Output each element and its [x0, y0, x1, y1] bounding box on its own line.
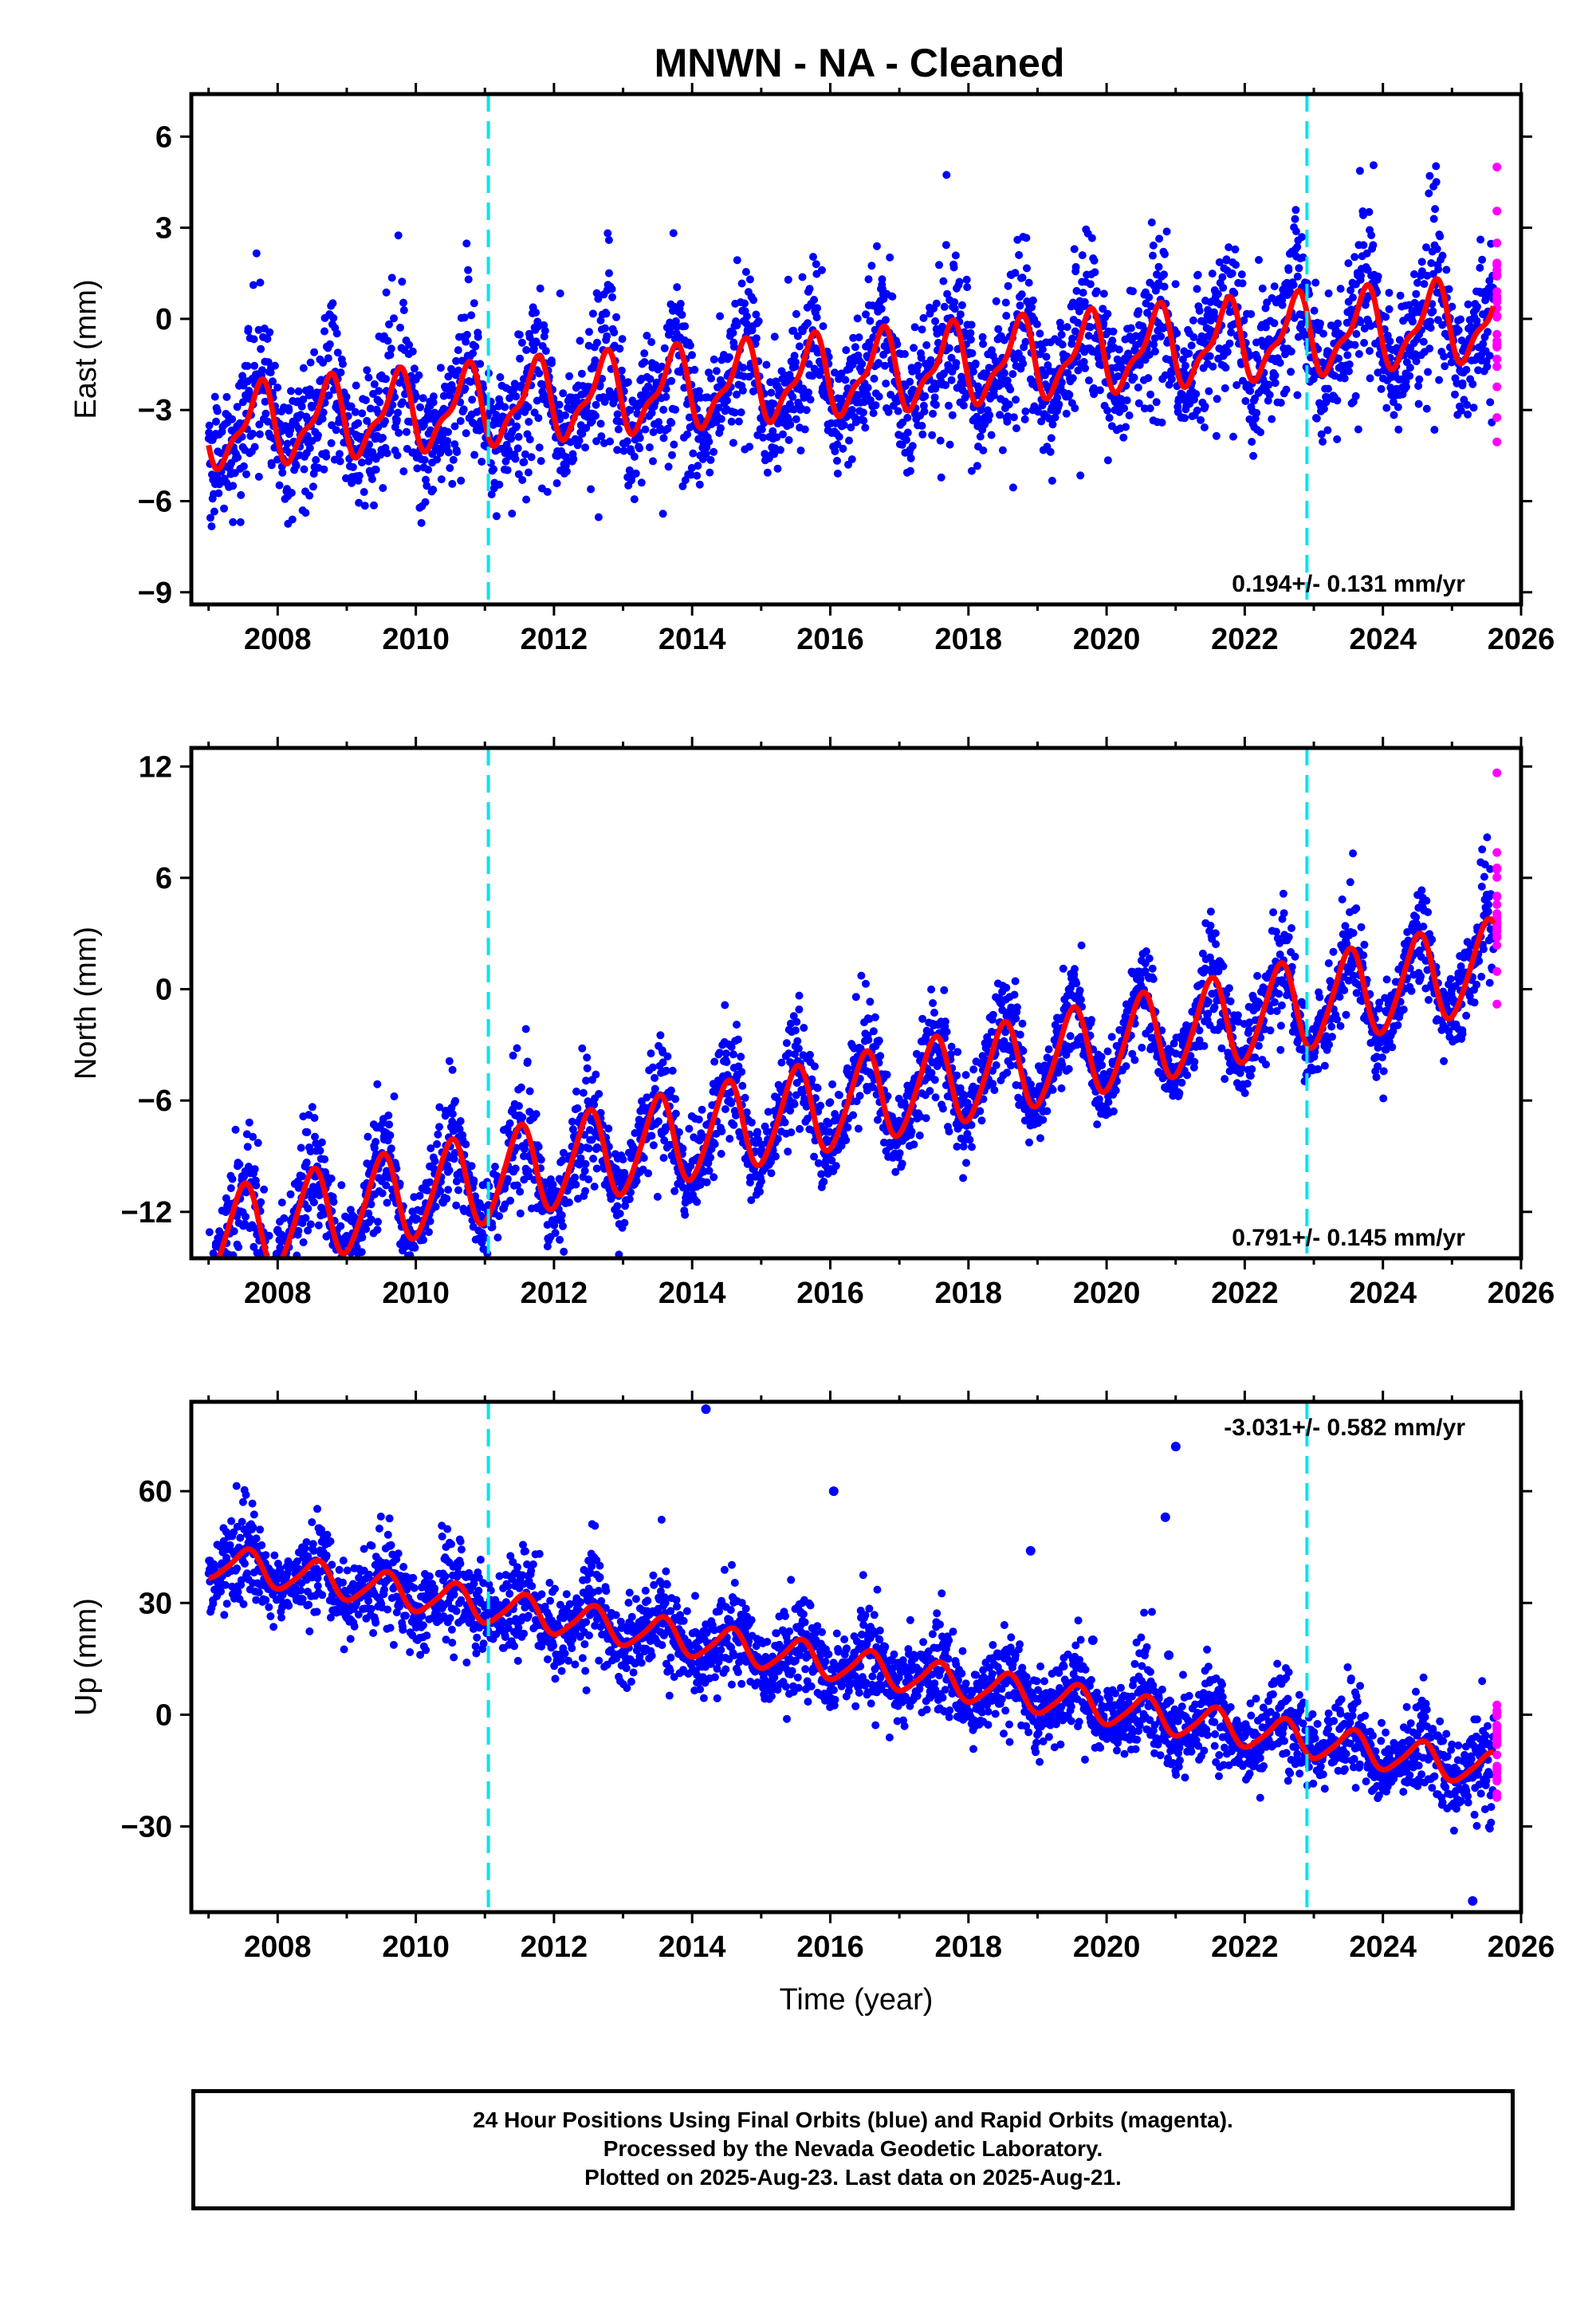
x-tick-label: 2008 — [244, 1277, 312, 1310]
y-tick-label: 0 — [155, 1698, 172, 1732]
y-axis-label: North (mm) — [69, 927, 103, 1080]
y-tick-label: 3 — [155, 212, 172, 246]
model-line — [206, 1546, 1496, 1785]
plot-frame — [189, 92, 1523, 607]
rate-label: -3.031+/- 0.582 mm/yr — [1224, 1415, 1465, 1441]
x-tick-label: 2014 — [658, 1277, 726, 1310]
x-tick-label: 2016 — [796, 623, 864, 656]
model-line — [215, 915, 1496, 1258]
x-tick-label: 2018 — [935, 1930, 1003, 1964]
final-orbit-points — [205, 833, 1498, 1258]
y-tick-label: −6 — [138, 1084, 172, 1118]
x-tick-label: 2008 — [244, 1930, 312, 1964]
x-tick-label: 2014 — [658, 1930, 726, 1964]
x-tick-label: 2010 — [382, 623, 450, 656]
x-tick-label: 2026 — [1488, 623, 1555, 656]
rapid-orbit-dots — [1492, 163, 1502, 447]
x-tick-label: 2018 — [935, 623, 1003, 656]
x-tick-label: 2016 — [796, 1277, 864, 1310]
y-tick-label: 30 — [139, 1587, 172, 1620]
final-orbit-dots — [204, 161, 1498, 531]
y-tick-label: −3 — [138, 394, 172, 427]
x-tick-label: 2024 — [1349, 1930, 1417, 1964]
final-orbit-dots — [205, 833, 1498, 1258]
model-line — [206, 276, 1496, 473]
y-tick-label: −9 — [138, 577, 172, 610]
x-tick-label: 2008 — [244, 623, 312, 656]
x-tick-label: 2014 — [658, 623, 726, 656]
chart-title: MNWN - NA - Cleaned — [655, 41, 1065, 85]
y-tick-label: 0 — [155, 303, 172, 336]
x-tick-label: 2022 — [1211, 1277, 1279, 1310]
final-orbit-dots — [204, 1404, 1498, 1906]
footer-line-1: 24 Hour Positions Using Final Orbits (bl… — [473, 2107, 1233, 2132]
panel-east: 2008 2010 2012 2014 2016 2018 2020 2022 2024 2026… — [69, 83, 1555, 656]
x-tick-label: 2026 — [1488, 1277, 1555, 1310]
x-tick-label: 2016 — [796, 1930, 864, 1964]
x-tick-label: 2024 — [1349, 1277, 1417, 1310]
x-tick-label: 2012 — [521, 1930, 588, 1964]
rate-label: 0.194+/- 0.131 mm/yr — [1232, 571, 1465, 597]
x-tick-label: 2020 — [1073, 623, 1141, 656]
rapid-orbit-dots — [1492, 1700, 1502, 1802]
x-tick-label: 2024 — [1349, 623, 1417, 656]
rapid-orbit-dots — [1492, 768, 1502, 1009]
x-axis-label: Time (year) — [780, 1983, 934, 2017]
footer-line-3: Plotted on 2025-Aug-23. Last data on 202… — [584, 2165, 1122, 2190]
x-tick-label: 2020 — [1073, 1277, 1141, 1310]
panel-north: 2008 2010 2012 2014 2016 2018 2020 2022 2024 2026… — [69, 737, 1555, 1310]
x-tick-label: 2022 — [1211, 1930, 1279, 1964]
y-tick-label: −30 — [121, 1811, 172, 1844]
y-tick-label: 60 — [139, 1475, 172, 1509]
final-orbit-points — [204, 1404, 1498, 1906]
y-tick-label: −6 — [138, 485, 172, 518]
footer-note: 24 Hour Positions Using Final Orbits (bl… — [191, 2089, 1515, 2210]
y-tick-label: 12 — [139, 750, 172, 784]
x-tick-label: 2022 — [1211, 623, 1279, 656]
x-tick-label: 2018 — [935, 1277, 1003, 1310]
y-axis-label: East (mm) — [69, 279, 103, 419]
x-tick-label: 2012 — [521, 623, 588, 656]
y-axis-label: Up (mm) — [69, 1598, 103, 1716]
x-tick-label: 2010 — [382, 1930, 450, 1964]
footer-line-2: Processed by the Nevada Geodetic Laborat… — [603, 2136, 1103, 2161]
panel-up: 2008 2010 2012 2014 2016 2018 2020 2022 2024 2026… — [69, 1391, 1555, 2017]
plot-frame — [189, 746, 1523, 1261]
rate-label: 0.791+/- 0.145 mm/yr — [1232, 1225, 1465, 1251]
y-tick-label: 6 — [155, 120, 172, 154]
final-orbit-points — [204, 161, 1498, 531]
y-tick-label: 6 — [155, 862, 172, 895]
plot-frame — [189, 1399, 1523, 1915]
y-tick-label: 0 — [155, 974, 172, 1007]
x-tick-label: 2020 — [1073, 1930, 1141, 1964]
y-tick-label: −12 — [121, 1196, 172, 1230]
x-tick-label: 2010 — [382, 1277, 450, 1310]
x-tick-label: 2012 — [521, 1277, 588, 1310]
x-tick-label: 2026 — [1488, 1930, 1555, 1964]
